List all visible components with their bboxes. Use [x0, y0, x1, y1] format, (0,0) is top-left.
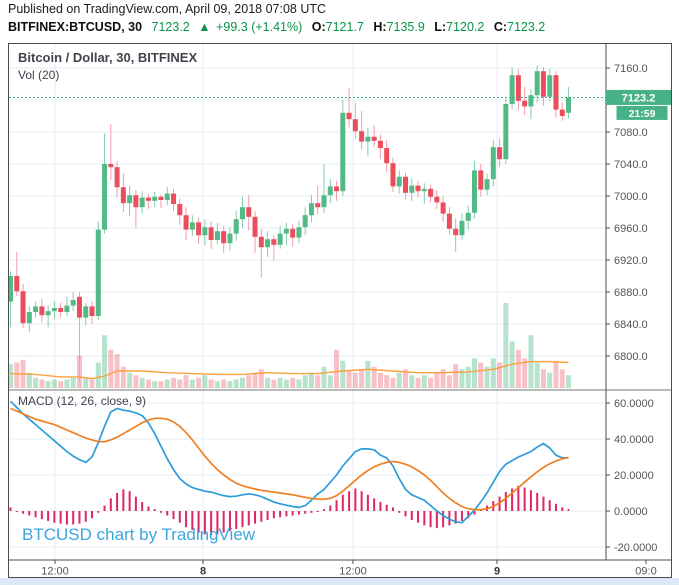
price-tick-label: 7080.0	[614, 127, 648, 139]
bottom-strip	[0, 578, 679, 585]
change-up-arrow-icon: ▲	[198, 20, 211, 34]
open-label: O:	[311, 20, 326, 34]
price-tick-label: 7160.0	[614, 63, 648, 75]
countdown-badge	[616, 105, 668, 120]
price-tick-label: 6960.0	[614, 223, 648, 235]
low-value: 7120.2	[446, 20, 485, 34]
time-tick-label: 12:00	[339, 566, 367, 578]
chart-legend-volume[interactable]: Vol (20)	[18, 68, 60, 82]
price-change: +99.3 (+1.41%)	[216, 20, 303, 34]
close-pair: C:7123.2	[494, 20, 545, 34]
candles-layer	[9, 65, 572, 382]
symbol-label: BITFINEX:BTCUSD, 30	[8, 20, 143, 34]
volume-ma-line	[10, 360, 569, 380]
time-tick-label: 09:0	[635, 566, 656, 578]
open-pair: O:7121.7	[312, 20, 364, 34]
time-tick-label: 9	[494, 566, 500, 578]
countdown-badge-text: 21:59	[629, 108, 656, 120]
chart-widget[interactable]: 7160.0 7080.0 7040.0 7000.0 6960.0 6920.0 6880…	[8, 43, 672, 578]
symbol-ohlc-line: BITFINEX:BTCUSD, 30 7123.2 ▲ +99.3 (+1.4…	[8, 20, 551, 34]
frame-lines	[9, 44, 671, 561]
current-price-badge	[606, 89, 671, 105]
price-tick-label: 7040.0	[614, 159, 648, 171]
macd-tick-label: 0.0000	[614, 506, 648, 518]
macd-histogram	[9, 485, 570, 536]
last-price: 7123.2	[151, 20, 190, 34]
macd-tick-label: -20.0000	[614, 542, 657, 554]
high-pair: H:7135.9	[373, 20, 424, 34]
macd-tick-label: 60.0000	[614, 398, 654, 410]
price-tick-label: 6920.0	[614, 255, 648, 267]
price-tick-label: 6880.0	[614, 287, 648, 299]
current-price-badge-text: 7123.2	[622, 92, 656, 104]
low-label: L:	[434, 20, 447, 34]
price-tick-label: 6840.0	[614, 319, 648, 331]
open-value: 7121.7	[325, 20, 364, 34]
chart-legend-title[interactable]: Bitcoin / Dollar, 30, BITFINEX	[18, 50, 198, 65]
tradingview-watermark-link[interactable]: BTCUSD chart by TradingView	[22, 525, 256, 544]
price-tick-label: 7000.0	[614, 191, 648, 203]
price-tick-label: 6800.0	[614, 351, 648, 363]
close-label: C:	[493, 20, 508, 34]
published-line: Published on TradingView.com, April 09, …	[8, 2, 327, 16]
time-tick-label: 12:00	[41, 566, 69, 578]
macd-signal-line	[10, 407, 569, 511]
close-value: 7123.2	[507, 20, 546, 34]
macd-tick-label: 20.0000	[614, 470, 654, 482]
macd-line	[9, 400, 569, 524]
high-label: H:	[373, 20, 387, 34]
low-pair: L:7120.2	[434, 20, 484, 34]
time-tick-label: 8	[200, 566, 206, 578]
macd-legend[interactable]: MACD (12, 26, close, 9)	[18, 394, 147, 408]
chart-canvas[interactable]: 7160.0 7080.0 7040.0 7000.0 6960.0 6920.0 6880…	[9, 44, 671, 577]
high-value: 7135.9	[386, 20, 425, 34]
macd-tick-label: 40.0000	[614, 434, 654, 446]
axis-labels: 7160.0 7080.0 7040.0 7000.0 6960.0 6920.0 6880…	[41, 63, 657, 577]
